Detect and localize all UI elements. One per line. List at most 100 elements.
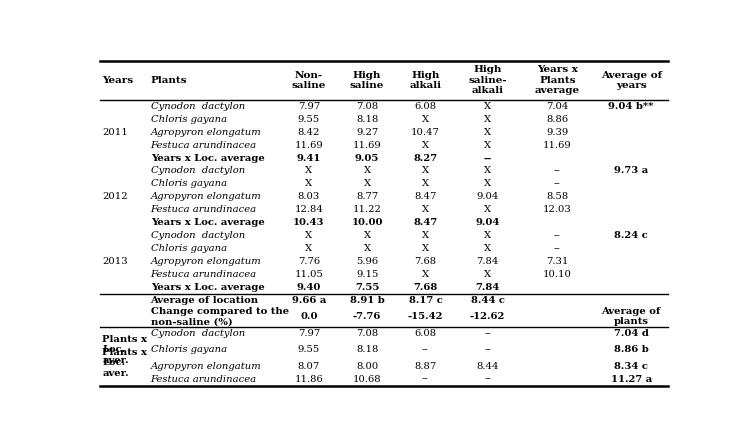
Text: X: X	[422, 270, 429, 279]
Text: 7.84: 7.84	[475, 283, 500, 292]
Text: 9.27: 9.27	[356, 128, 378, 137]
Text: 7.84: 7.84	[476, 257, 498, 266]
Text: 7.08: 7.08	[356, 329, 378, 338]
Text: Cynodon  dactylon: Cynodon dactylon	[150, 166, 245, 175]
Text: 11.69: 11.69	[353, 141, 382, 149]
Text: X: X	[422, 244, 429, 253]
Text: X: X	[484, 231, 491, 240]
Text: 8.44 c: 8.44 c	[471, 296, 504, 305]
Text: 8.42: 8.42	[298, 128, 320, 137]
Text: --: --	[484, 329, 491, 338]
Text: X: X	[305, 166, 312, 175]
Text: X: X	[364, 166, 371, 175]
Text: 8.47: 8.47	[414, 192, 437, 201]
Text: Festuca arundinacea: Festuca arundinacea	[150, 141, 257, 149]
Text: 9.04 b**: 9.04 b**	[609, 102, 654, 111]
Text: 8.58: 8.58	[546, 192, 568, 201]
Text: Plants x
Loc.
aver.: Plants x Loc. aver.	[102, 335, 147, 364]
Text: 8.27: 8.27	[414, 153, 437, 163]
Text: 9.55: 9.55	[298, 114, 320, 124]
Text: Plants: Plants	[150, 76, 187, 85]
Text: 11.22: 11.22	[353, 205, 382, 214]
Text: X: X	[484, 205, 491, 214]
Text: 11.05: 11.05	[295, 270, 324, 279]
Text: 10.43: 10.43	[293, 218, 324, 227]
Text: 11.86: 11.86	[295, 375, 323, 384]
Text: 8.86 b: 8.86 b	[614, 345, 649, 354]
Text: --: --	[554, 244, 560, 253]
Text: 8.86: 8.86	[546, 114, 568, 124]
Text: -7.76: -7.76	[353, 312, 382, 321]
Text: --: --	[484, 345, 491, 354]
Text: 9.39: 9.39	[546, 128, 568, 137]
Text: 7.04: 7.04	[546, 102, 568, 111]
Text: 7.08: 7.08	[356, 102, 378, 111]
Text: --: --	[484, 375, 491, 384]
Text: Chloris gayana: Chloris gayana	[150, 179, 227, 188]
Text: X: X	[364, 231, 371, 240]
Text: 8.91 b: 8.91 b	[350, 296, 385, 305]
Text: 9.41: 9.41	[297, 153, 321, 163]
Text: --: --	[554, 231, 560, 240]
Text: --: --	[422, 345, 429, 354]
Text: Average of location: Average of location	[150, 296, 259, 305]
Text: Cynodon  dactylon: Cynodon dactylon	[150, 102, 245, 111]
Text: 7.55: 7.55	[355, 283, 379, 292]
Text: 2011: 2011	[102, 128, 128, 137]
Text: 11.69: 11.69	[543, 141, 571, 149]
Text: 8.87: 8.87	[414, 362, 437, 371]
Text: -12.62: -12.62	[470, 312, 505, 321]
Text: 12.84: 12.84	[295, 205, 324, 214]
Text: X: X	[305, 244, 312, 253]
Text: X: X	[484, 179, 491, 188]
Text: 7.76: 7.76	[298, 257, 320, 266]
Text: 2013: 2013	[102, 257, 128, 266]
Text: -15.42: -15.42	[408, 312, 443, 321]
Text: 2012: 2012	[102, 192, 128, 201]
Text: 9.40: 9.40	[297, 283, 321, 292]
Text: 12.03: 12.03	[543, 205, 571, 214]
Text: 10.10: 10.10	[543, 270, 571, 279]
Text: Festuca arundinacea: Festuca arundinacea	[150, 375, 257, 384]
Text: 9.04: 9.04	[476, 192, 498, 201]
Text: 9.73 a: 9.73 a	[614, 166, 648, 175]
Text: Years x Loc. average: Years x Loc. average	[150, 218, 264, 227]
Text: X: X	[422, 114, 429, 124]
Text: --: --	[554, 166, 560, 175]
Text: X: X	[484, 141, 491, 149]
Text: 9.55: 9.55	[298, 345, 320, 354]
Text: X: X	[422, 231, 429, 240]
Text: Years x Loc. average: Years x Loc. average	[150, 153, 264, 163]
Text: 10.00: 10.00	[351, 218, 383, 227]
Text: Festuca arundinacea: Festuca arundinacea	[150, 205, 257, 214]
Text: X: X	[484, 114, 491, 124]
Text: 11.27 a: 11.27 a	[611, 375, 652, 384]
Text: X: X	[364, 244, 371, 253]
Text: 7.04 d: 7.04 d	[614, 329, 649, 338]
Text: 6.08: 6.08	[414, 102, 437, 111]
Text: X: X	[422, 141, 429, 149]
Text: Average of
plants: Average of plants	[601, 307, 661, 326]
Text: 8.34 c: 8.34 c	[615, 362, 648, 371]
Text: Agropyron elongatum: Agropyron elongatum	[150, 257, 261, 266]
Text: 8.18: 8.18	[356, 345, 378, 354]
Text: 7.97: 7.97	[298, 102, 320, 111]
Text: 8.18: 8.18	[356, 114, 378, 124]
Text: 8.77: 8.77	[356, 192, 378, 201]
Text: Years: Years	[102, 76, 133, 85]
Text: High
alkali: High alkali	[409, 71, 441, 90]
Text: 11.69: 11.69	[295, 141, 323, 149]
Text: Agropyron elongatum: Agropyron elongatum	[150, 192, 261, 201]
Text: 10.68: 10.68	[353, 375, 382, 384]
Text: 9.04: 9.04	[475, 218, 500, 227]
Text: 7.68: 7.68	[413, 283, 437, 292]
Text: 5.96: 5.96	[356, 257, 378, 266]
Text: --: --	[422, 375, 429, 384]
Text: X: X	[305, 179, 312, 188]
Text: 8.17 c: 8.17 c	[408, 296, 442, 305]
Text: Agropyron elongatum: Agropyron elongatum	[150, 128, 261, 137]
Text: --: --	[554, 179, 560, 188]
Text: 0.0: 0.0	[300, 312, 318, 321]
Text: Chloris gayana: Chloris gayana	[150, 244, 227, 253]
Text: High
saline-
alkali: High saline- alkali	[468, 66, 507, 95]
